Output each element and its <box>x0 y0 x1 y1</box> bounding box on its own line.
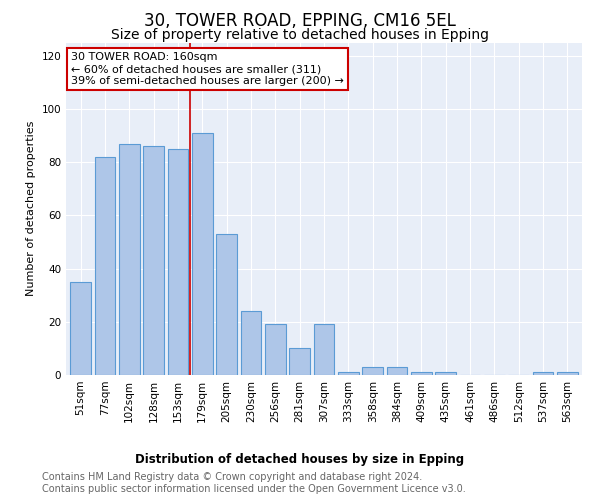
Bar <box>533 372 553 375</box>
Bar <box>95 157 115 375</box>
Text: 30 TOWER ROAD: 160sqm
← 60% of detached houses are smaller (311)
39% of semi-det: 30 TOWER ROAD: 160sqm ← 60% of detached … <box>71 52 344 86</box>
Bar <box>362 367 383 375</box>
Bar <box>314 324 334 375</box>
Bar <box>70 282 91 375</box>
Bar <box>411 372 432 375</box>
Bar <box>557 372 578 375</box>
Bar <box>338 372 359 375</box>
Bar <box>436 372 456 375</box>
Bar <box>119 144 140 375</box>
Bar <box>386 367 407 375</box>
Bar <box>167 149 188 375</box>
Bar <box>265 324 286 375</box>
Bar <box>216 234 237 375</box>
Bar <box>143 146 164 375</box>
Bar <box>192 133 212 375</box>
Text: Contains HM Land Registry data © Crown copyright and database right 2024.
Contai: Contains HM Land Registry data © Crown c… <box>42 472 466 494</box>
Y-axis label: Number of detached properties: Number of detached properties <box>26 121 36 296</box>
Bar <box>241 311 262 375</box>
Bar <box>289 348 310 375</box>
Text: 30, TOWER ROAD, EPPING, CM16 5EL: 30, TOWER ROAD, EPPING, CM16 5EL <box>144 12 456 30</box>
Text: Distribution of detached houses by size in Epping: Distribution of detached houses by size … <box>136 452 464 466</box>
Text: Size of property relative to detached houses in Epping: Size of property relative to detached ho… <box>111 28 489 42</box>
